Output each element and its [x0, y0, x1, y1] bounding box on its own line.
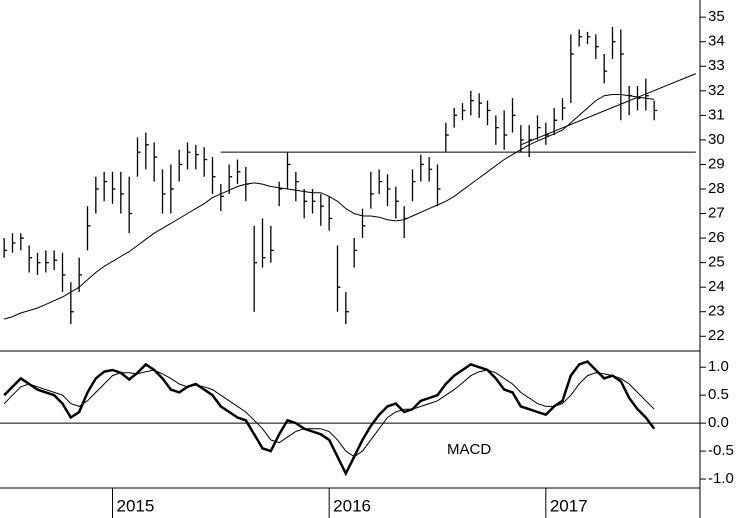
y-tick-label: 35 [708, 8, 725, 25]
y-tick-label: -0.5 [708, 442, 734, 459]
y-tick-label: 22 [708, 327, 725, 344]
macd-line [3, 360, 656, 477]
y-tick-label: 28 [708, 180, 725, 197]
y-tick-label: 0.0 [708, 414, 729, 431]
x-tick-label: 2017 [550, 496, 588, 515]
y-tick-label: 1.0 [708, 358, 729, 375]
y-tick-label: 29 [708, 155, 725, 172]
reference-line [520, 73, 697, 146]
x-tick-label: 2015 [117, 496, 155, 515]
y-tick-label: 26 [708, 229, 725, 246]
y-tick-label: 33 [708, 57, 725, 74]
y-tick-label: 25 [708, 254, 725, 271]
y-tick-label: 23 [708, 303, 725, 320]
macd-line [3, 369, 655, 458]
y-tick-label: 34 [708, 33, 725, 50]
y-tick-label: 30 [708, 131, 725, 148]
y-tick-label: 27 [708, 205, 725, 222]
annotation: MACD [447, 441, 491, 458]
y-tick-label: 31 [708, 106, 725, 123]
y-tick-label: -1.0 [708, 470, 734, 487]
y-tick-label: 0.5 [708, 386, 729, 403]
y-tick-label: 24 [708, 278, 725, 295]
moving-average [4, 94, 655, 320]
x-tick-label: 2016 [333, 496, 371, 515]
y-tick-label: 32 [708, 82, 725, 99]
